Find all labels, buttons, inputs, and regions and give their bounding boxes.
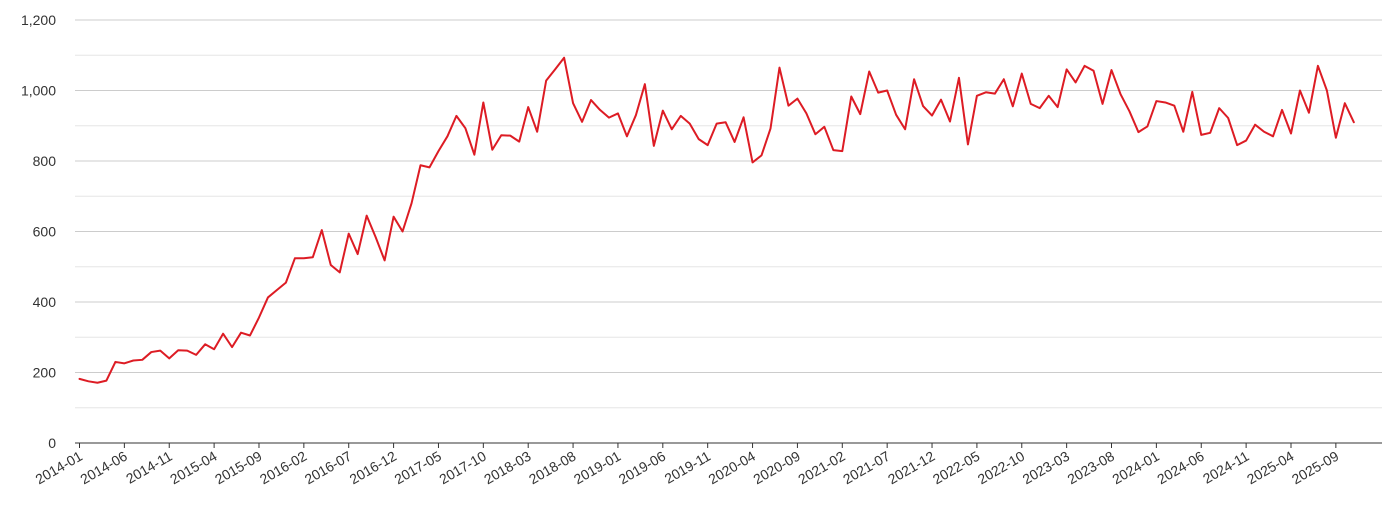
x-tick-label: 2019-06	[616, 448, 669, 488]
y-tick-label: 1,000	[21, 83, 56, 99]
x-tick-label: 2016-02	[257, 448, 310, 488]
y-tick-label: 400	[33, 294, 57, 310]
x-tick-label: 2019-01	[571, 448, 624, 488]
grid-lines	[75, 19, 1382, 409]
x-tick-label: 2024-06	[1154, 448, 1207, 488]
x-tick-label: 2017-05	[391, 448, 444, 488]
x-tick-label: 2015-09	[212, 448, 265, 488]
x-tick-label: 2020-04	[706, 448, 759, 488]
x-tick-label: 2016-07	[302, 448, 355, 488]
x-tick-label: 2024-11	[1200, 448, 1252, 487]
x-axis: 2014-012014-062014-112015-042015-092016-…	[32, 442, 1382, 488]
x-tick-label: 2023-08	[1065, 448, 1118, 488]
y-tick-label: 0	[48, 435, 56, 451]
x-tick-label: 2021-07	[840, 448, 893, 488]
y-tick-label: 800	[33, 153, 57, 169]
x-tick-label: 2015-04	[167, 448, 220, 488]
x-tick-label: 2023-03	[1020, 448, 1073, 488]
y-axis: 0 200 400 600 800 1,000 1,200	[21, 12, 56, 451]
y-tick-label: 200	[33, 365, 57, 381]
x-tick-label: 2014-06	[77, 448, 130, 488]
x-tick-label: 2025-09	[1289, 448, 1342, 488]
x-tick-label: 2022-10	[975, 448, 1028, 488]
series-layer	[78, 56, 1355, 384]
x-tick-label: 2016-12	[347, 448, 400, 488]
x-tick-label: 2018-08	[526, 448, 579, 488]
y-tick-label: 1,200	[21, 12, 56, 28]
x-tick-label: 2017-10	[436, 448, 489, 488]
x-tick-label: 2024-01	[1109, 448, 1162, 488]
x-tick-label: 2021-02	[795, 448, 848, 488]
x-tick-label: 2014-01	[32, 448, 85, 488]
x-tick-label: 2019-11	[662, 448, 714, 487]
x-tick-label: 2014-11	[123, 448, 175, 487]
x-tick-label: 2020-09	[750, 448, 803, 488]
x-tick-label: 2025-04	[1244, 448, 1297, 488]
x-tick-label: 2021-12	[885, 448, 938, 488]
x-tick-label: 2022-05	[930, 448, 983, 488]
x-tick-label: 2018-03	[481, 448, 534, 488]
series-line	[78, 56, 1355, 384]
y-tick-label: 600	[33, 224, 57, 240]
